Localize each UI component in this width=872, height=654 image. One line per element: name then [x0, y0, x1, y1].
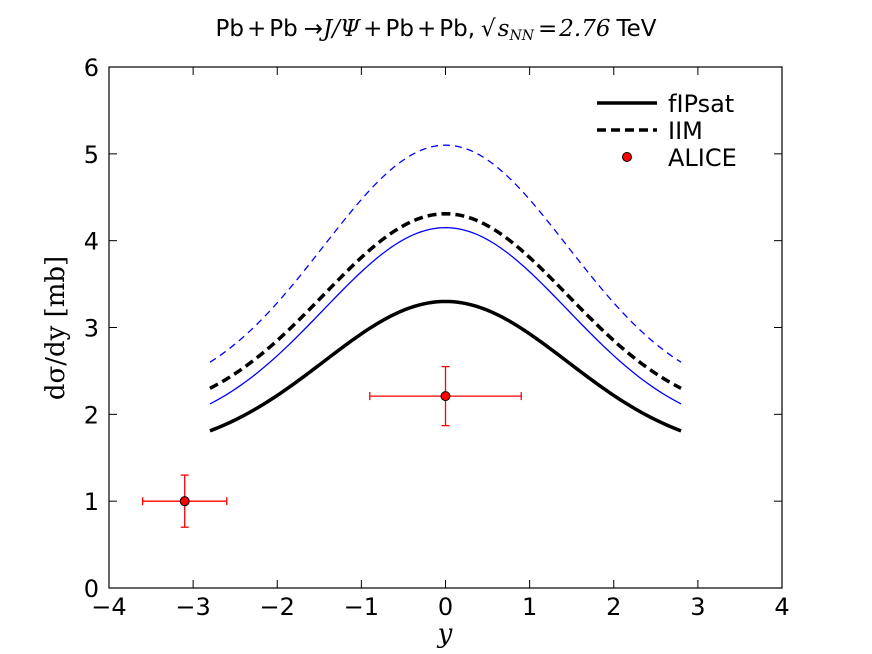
- x-tick-label: −1: [344, 593, 379, 621]
- x-axis-label: y: [437, 619, 453, 649]
- y-tick-label: 2: [84, 401, 99, 429]
- alice-point: [179, 496, 190, 507]
- chart-title: Pb + Pb →J/Ψ + Pb + Pb, √sNN =2.76 TeV: [216, 16, 657, 44]
- x-tick-label: 2: [606, 593, 621, 621]
- y-axis-label: dσ/dy [mb]: [41, 256, 71, 400]
- y-tick-label: 6: [84, 54, 99, 82]
- axis-ticks: [108, 66, 783, 589]
- legend: fIPsat IIM ALICE: [597, 90, 737, 172]
- series-blue-dashed: [209, 144, 682, 363]
- legend-alice-marker: [622, 152, 632, 162]
- axis-tick-labels: −4 −3 −2 −1 0 1 2 3 4 0 1 2 3 4 5 6: [84, 54, 790, 621]
- x-tick-label: 1: [522, 593, 537, 621]
- series-lines: [209, 144, 682, 433]
- alice-points: [141, 365, 522, 528]
- series-fipsat: [209, 299, 682, 433]
- y-tick-label: 4: [84, 228, 99, 256]
- series-iim: [209, 211, 682, 390]
- x-tick-label: −3: [175, 593, 210, 621]
- y-tick-label: 1: [84, 488, 99, 516]
- alice-point: [440, 391, 451, 402]
- x-tick-label: −4: [91, 593, 126, 621]
- legend-fipsat-label: fIPsat: [668, 90, 734, 118]
- y-tick-label: 5: [84, 141, 99, 169]
- y-tick-label: 0: [84, 575, 99, 603]
- y-tick-label: 3: [84, 315, 99, 343]
- legend-iim-label: IIM: [668, 117, 703, 145]
- x-tick-label: −2: [260, 593, 295, 621]
- legend-alice-label: ALICE: [668, 144, 737, 172]
- x-tick-label: 4: [774, 593, 789, 621]
- x-tick-label: 3: [690, 593, 705, 621]
- x-tick-label: 0: [438, 593, 453, 621]
- series-blue-solid: [209, 226, 682, 405]
